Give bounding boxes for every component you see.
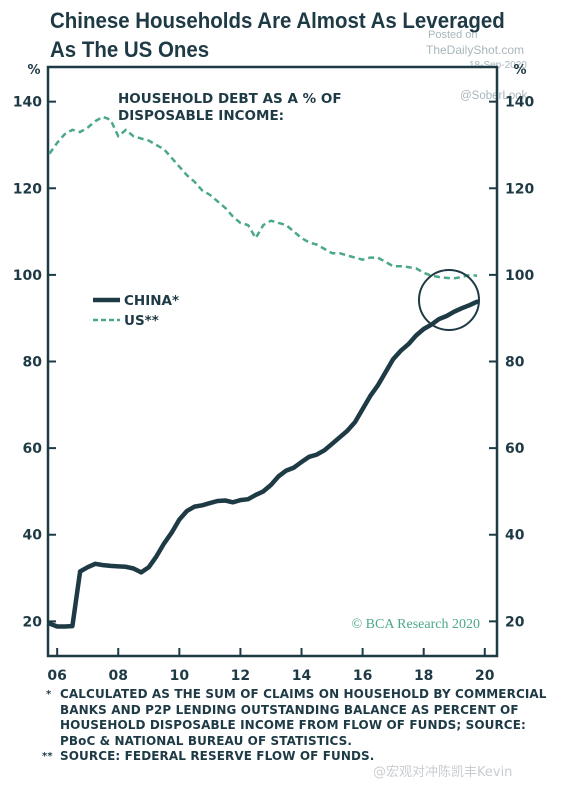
legend-label-us: US** — [124, 313, 159, 329]
series-line-us — [48, 115, 478, 280]
x-tick-label: 08 — [109, 668, 128, 684]
footnote-2: ** SOURCE: FEDERAL RESERVE FLOW OF FUNDS… — [42, 749, 562, 765]
x-tick-label: 18 — [414, 668, 433, 684]
site-label: TheDailyShot.com — [426, 43, 525, 57]
footnote-1: * CALCULATED AS THE SUM OF CLAIMS ON HOU… — [46, 687, 562, 749]
bca-credit: © BCA Research 2020 — [352, 617, 480, 632]
date-label: 18-Sep-2020 — [469, 60, 527, 71]
chart-title-line: DISPOSABLE INCOME: — [118, 108, 284, 124]
footnote-1-text: CALCULATED AS THE SUM OF CLAIMS ON HOUSE… — [60, 687, 547, 748]
x-tick-label: 10 — [170, 668, 190, 684]
x-tick-label: 20 — [475, 668, 495, 684]
y-tick-label-right: 80 — [505, 355, 525, 371]
x-tick-label: 12 — [231, 668, 250, 684]
y-tick-label-right: 120 — [505, 181, 534, 197]
y-axis-unit-right: % — [513, 63, 526, 78]
watermark: @宏观对冲陈凯丰Kevin — [373, 765, 513, 780]
footnotes: * CALCULATED AS THE SUM OF CLAIMS ON HOU… — [42, 687, 562, 765]
footnote-1-mark: * — [46, 689, 52, 700]
x-tick-label: 06 — [47, 668, 66, 684]
highlight-circle — [418, 269, 480, 331]
posted-stamp: Posted on TheDailyShot.com 18-Sep-2020 — [426, 28, 536, 73]
y-tick-label-left: 80 — [23, 355, 43, 371]
y-tick-label-right: 140 — [505, 95, 534, 111]
chart-title-line: HOUSEHOLD DEBT AS A % OF — [118, 91, 342, 107]
handle-label: @SoberLook — [460, 90, 528, 102]
posted-on-label: Posted on — [428, 29, 478, 41]
series-line-china — [47, 299, 480, 629]
page-title: Chinese Households Are Almost As Leverag… — [50, 8, 505, 62]
y-tick-label-left: 100 — [13, 268, 42, 284]
y-tick-label-left: 60 — [23, 441, 43, 457]
legend-label-china: CHINA* — [124, 293, 179, 309]
y-tick-label-right: 100 — [505, 268, 534, 284]
x-tick-label: 16 — [353, 668, 372, 684]
y-tick-label-right: 60 — [505, 441, 525, 457]
y-tick-label-left: 20 — [23, 614, 43, 630]
footnote-2-mark: ** — [42, 751, 53, 762]
y-tick-label-left: 40 — [23, 528, 43, 544]
y-tick-label-right: 20 — [505, 614, 525, 630]
footnote-2-text: SOURCE: FEDERAL RESERVE FLOW OF FUNDS. — [60, 749, 375, 763]
x-tick-label: 14 — [292, 668, 312, 684]
y-tick-label-left: 140 — [13, 95, 42, 111]
y-tick-label-right: 40 — [505, 528, 525, 544]
y-axis-unit-left: % — [27, 63, 40, 78]
y-tick-label-left: 120 — [13, 181, 42, 197]
